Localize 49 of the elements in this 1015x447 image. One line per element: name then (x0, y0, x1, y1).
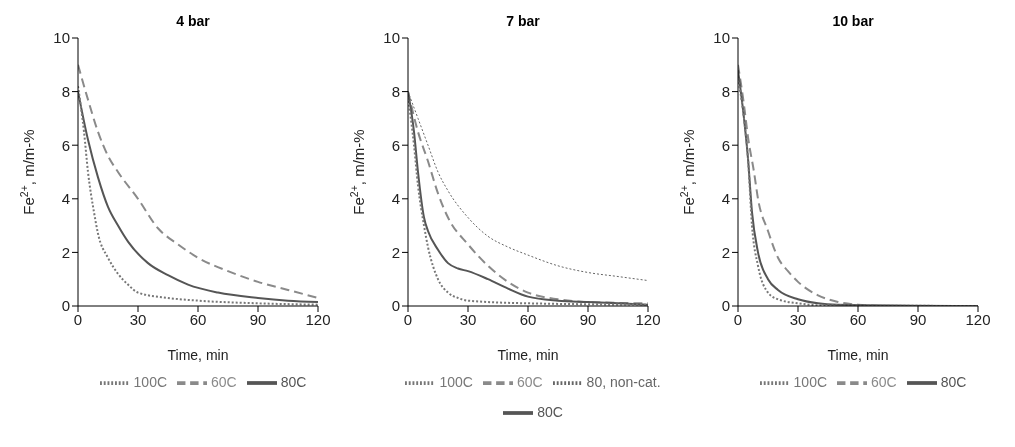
legend-label: 60C (516, 373, 543, 390)
y-tick-label: 8 (391, 82, 400, 100)
x-tick-label: 30 (789, 310, 807, 328)
chart-title: 4 bar (176, 13, 211, 29)
x-axis-title: Time, min (827, 347, 889, 363)
chart-title: 7 bar (506, 13, 541, 29)
x-axis-title: Time, min (497, 347, 559, 363)
y-tick-label: 0 (61, 297, 70, 315)
x-tick-label: 120 (305, 310, 331, 328)
legend-label: 60C (871, 373, 897, 390)
x-tick-label: 90 (579, 310, 597, 328)
y-tick-label: 0 (391, 297, 400, 315)
legend-label: 80C (280, 373, 307, 390)
y-tick-label: 8 (61, 82, 70, 100)
x-tick-label: 60 (849, 310, 867, 328)
x-tick-label: 30 (129, 310, 147, 328)
y-tick-label: 4 (391, 190, 400, 208)
legend-label: 80C (537, 403, 563, 420)
x-tick-label: 60 (189, 310, 207, 328)
y-tick-label: 0 (721, 297, 730, 315)
x-tick-label: 120 (965, 310, 991, 328)
y-tick-label: 10 (383, 29, 400, 47)
chart-title: 10 bar (832, 13, 875, 29)
y-tick-label: 2 (61, 243, 70, 261)
x-tick-label: 90 (909, 310, 927, 328)
y-tick-label: 8 (721, 82, 730, 100)
x-tick-label: 60 (519, 310, 537, 328)
legend-label: 100C (439, 373, 473, 390)
x-tick-label: 0 (73, 310, 83, 328)
legend-label: 100C (133, 373, 168, 390)
y-tick-label: 4 (721, 190, 730, 208)
y-tick-label: 6 (61, 136, 70, 154)
x-tick-label: 0 (733, 310, 743, 328)
x-tick-label: 30 (459, 310, 477, 328)
y-tick-label: 4 (61, 190, 70, 208)
x-tick-label: 0 (403, 310, 413, 328)
y-tick-label: 10 (53, 29, 70, 47)
legend-label: 80C (940, 373, 967, 390)
legend-label: 100C (793, 373, 828, 390)
x-tick-label: 120 (635, 310, 661, 328)
y-tick-label: 2 (721, 243, 730, 261)
y-tick-label: 10 (713, 29, 730, 47)
y-tick-label: 6 (721, 136, 730, 154)
x-tick-label: 90 (249, 310, 267, 328)
legend-label: 80, non-cat. (586, 373, 661, 390)
legend-label: 60C (211, 373, 237, 390)
y-tick-label: 2 (391, 243, 400, 261)
y-tick-label: 6 (391, 136, 400, 154)
x-axis-title: Time, min (167, 347, 229, 363)
